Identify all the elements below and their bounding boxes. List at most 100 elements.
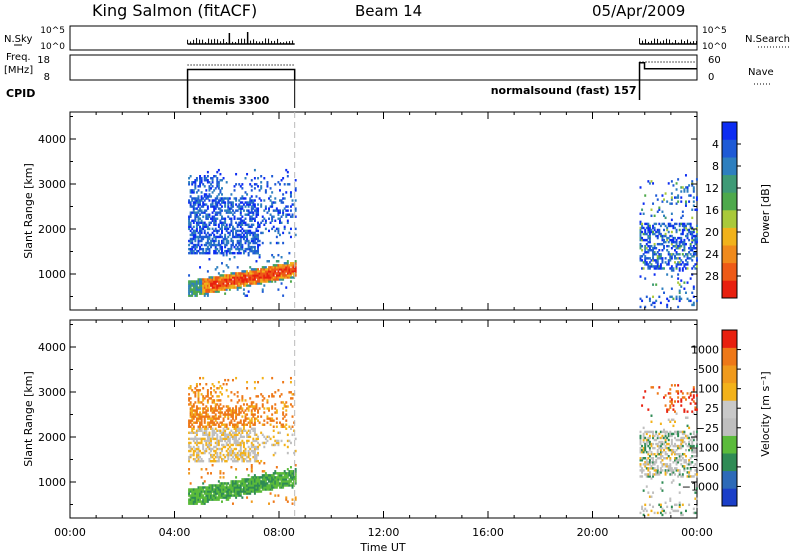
range-cell — [238, 239, 241, 243]
range-cell — [191, 241, 194, 245]
range-cell — [652, 452, 655, 456]
range-cell — [650, 467, 653, 470]
range-cell — [188, 443, 191, 447]
range-cell — [238, 276, 241, 279]
range-cell — [294, 264, 297, 267]
range-cell — [692, 465, 695, 468]
range-cell — [279, 209, 281, 212]
range-cell — [203, 225, 206, 229]
range-cell — [231, 276, 234, 279]
range-cell — [238, 441, 241, 445]
range-cell — [681, 228, 684, 232]
range-cell — [199, 488, 202, 491]
range-cell — [678, 247, 681, 250]
range-cell — [283, 476, 286, 479]
range-cell — [197, 288, 200, 291]
range-cell — [642, 438, 645, 442]
range-cell — [222, 274, 225, 277]
range-cell — [258, 225, 261, 229]
range-cell — [199, 455, 202, 459]
range-cell — [211, 433, 214, 437]
range-cell — [191, 492, 194, 495]
range-cell — [225, 435, 228, 439]
range-cell — [686, 255, 689, 258]
colorbar-tick-label: 24 — [705, 248, 719, 261]
range-cell — [241, 270, 244, 273]
range-cell — [675, 228, 678, 232]
range-cell — [266, 486, 269, 489]
range-cell — [214, 243, 217, 247]
range-cell — [230, 201, 233, 204]
range-cell — [269, 478, 272, 481]
range-cell — [241, 399, 244, 402]
range-cell — [210, 397, 212, 400]
range-cell — [252, 213, 255, 216]
range-cell — [235, 235, 238, 239]
range-cell — [236, 245, 239, 249]
range-cell — [656, 450, 659, 454]
range-cell — [197, 197, 200, 200]
range-cell — [227, 447, 230, 451]
range-cell — [644, 503, 647, 507]
range-cell — [189, 490, 192, 493]
range-cell — [641, 448, 644, 452]
range-cell — [645, 461, 648, 464]
range-cell — [210, 278, 212, 281]
range-cell — [261, 266, 264, 269]
range-cell — [252, 427, 255, 430]
range-cell — [242, 429, 245, 432]
range-cell — [214, 405, 217, 408]
range-cell — [221, 280, 223, 283]
range-cell — [216, 486, 219, 489]
range-cell — [686, 424, 689, 428]
range-cell — [670, 234, 673, 238]
range-cell — [257, 225, 260, 229]
range-cell — [277, 478, 280, 481]
range-cell — [189, 500, 192, 503]
range-cell — [199, 177, 202, 180]
range-cell — [214, 217, 217, 220]
range-cell — [197, 457, 200, 461]
range-cell — [227, 407, 230, 410]
range-cell — [213, 199, 216, 202]
range-cell — [230, 486, 233, 489]
range-cell — [192, 413, 195, 416]
range-cell — [202, 498, 205, 501]
range-cell — [644, 257, 647, 260]
range-cell — [236, 455, 239, 459]
range-cell — [678, 503, 681, 507]
range-cell — [648, 238, 651, 242]
range-cell — [227, 278, 230, 281]
range-cell — [225, 211, 228, 214]
range-cell — [219, 455, 222, 459]
range-cell — [692, 190, 695, 193]
range-cell — [217, 387, 220, 390]
range-cell — [264, 437, 267, 441]
range-cell — [268, 268, 270, 271]
range-cell — [205, 439, 208, 443]
range-cell — [206, 490, 209, 493]
range-cell — [197, 486, 200, 489]
range-cell — [672, 444, 675, 448]
range-cell — [214, 175, 217, 178]
range-cell — [231, 378, 234, 382]
range-cell — [221, 288, 223, 291]
range-cell — [210, 496, 212, 499]
range-cell — [260, 272, 263, 275]
range-cell — [286, 476, 289, 479]
range-cell — [217, 278, 220, 281]
range-cell — [694, 497, 697, 500]
range-cell — [230, 443, 233, 447]
range-cell — [250, 486, 253, 489]
range-cell — [670, 400, 673, 403]
range-cell — [246, 209, 249, 212]
range-cell — [222, 429, 225, 432]
range-cell — [217, 181, 220, 184]
range-cell — [242, 427, 245, 430]
range-cell — [194, 411, 197, 414]
range-cell — [211, 288, 214, 291]
range-cell — [652, 257, 655, 260]
range-cell — [691, 450, 694, 454]
range-cell — [206, 205, 209, 208]
range-cell — [691, 208, 694, 211]
